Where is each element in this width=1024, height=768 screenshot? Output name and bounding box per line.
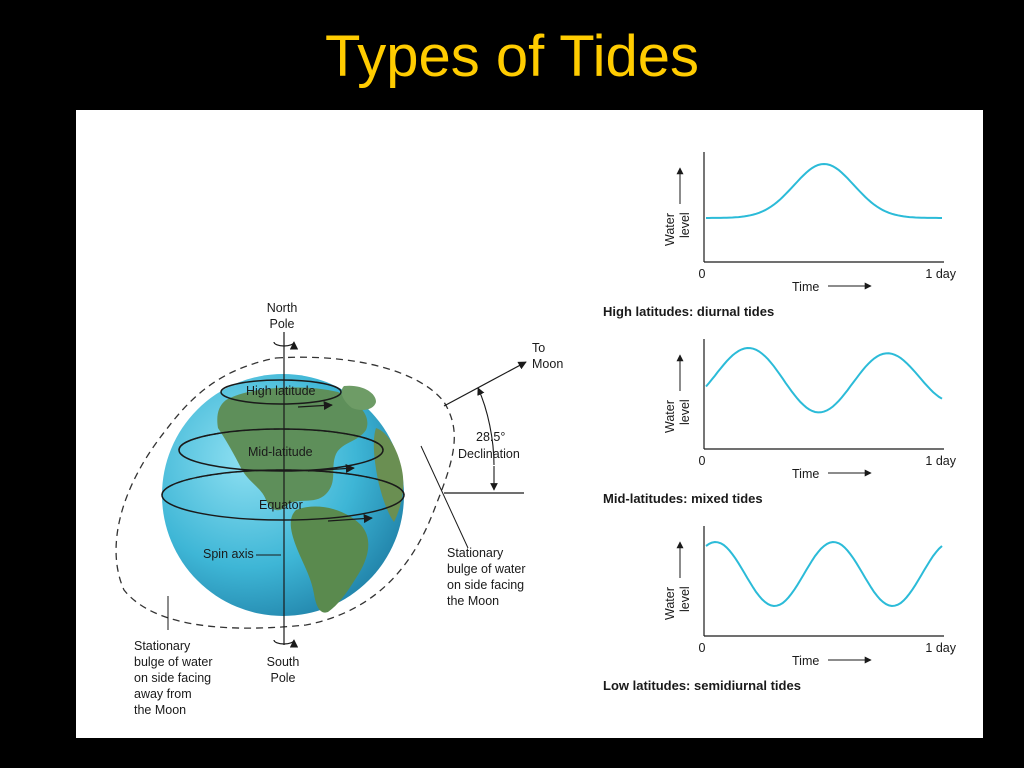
graph-y-label-1: Water xyxy=(663,587,677,620)
south-america-land xyxy=(290,506,369,613)
tide-graph-mid-latitude: 0 1 day Time Water level Mid-latitudes: … xyxy=(603,339,957,506)
declination-angle-arc xyxy=(477,387,495,466)
equator-label: Equator xyxy=(259,498,303,512)
tides-figure: North Pole South Pole High latitude Mid-… xyxy=(115,152,957,717)
graph-caption: High latitudes: diurnal tides xyxy=(603,304,774,319)
graph-x-end: 1 day xyxy=(925,641,956,655)
near-bulge-label-2: bulge of water xyxy=(447,562,526,576)
graph-y-label-2: level xyxy=(678,399,692,425)
graph-x-end: 1 day xyxy=(925,267,956,281)
africa-land xyxy=(373,428,404,522)
graph-caption: Mid-latitudes: mixed tides xyxy=(603,491,763,506)
graph-x-start: 0 xyxy=(699,454,706,468)
slide-title: Types of Tides xyxy=(325,24,699,89)
far-bulge-label-2: bulge of water xyxy=(134,655,213,669)
far-bulge-label-5: the Moon xyxy=(134,703,186,717)
graph-x-end: 1 day xyxy=(925,454,956,468)
graph-x-label: Time xyxy=(792,654,819,668)
graph-y-label-1: Water xyxy=(663,400,677,433)
graph-x-label: Time xyxy=(792,467,819,481)
mid-latitude-arrow xyxy=(307,463,355,474)
graph-x-start: 0 xyxy=(699,641,706,655)
north-pole-label-2: Pole xyxy=(269,317,294,331)
declination-value: 28.5° xyxy=(476,430,505,444)
moon-direction-arrow xyxy=(443,361,527,407)
equator-arrow xyxy=(327,514,373,524)
far-bulge-label-4: away from xyxy=(134,687,192,701)
north-pole-label: North xyxy=(267,301,298,315)
graph-x-start: 0 xyxy=(699,267,706,281)
earth-globe xyxy=(115,332,527,648)
graph-y-label-1: Water xyxy=(663,213,677,246)
south-pole-label-2: Pole xyxy=(270,671,295,685)
graph-y-label-2: level xyxy=(678,586,692,612)
spin-axis-label: Spin axis xyxy=(203,547,254,561)
high-latitude-label: High latitude xyxy=(246,384,316,398)
north-america-land xyxy=(217,387,368,511)
far-bulge-label-3: on side facing xyxy=(134,671,211,685)
near-bulge-label-4: the Moon xyxy=(447,594,499,608)
tide-curve-semidiurnal xyxy=(705,540,943,608)
graph-x-label: Time xyxy=(792,280,819,294)
declination-label: Declination xyxy=(458,447,520,461)
far-bulge-label-1: Stationary xyxy=(134,639,191,653)
to-moon-label-2: Moon xyxy=(532,357,563,371)
tide-curve-mixed xyxy=(705,346,943,414)
south-pole-rotation-icon xyxy=(273,639,299,648)
south-pole-label: South xyxy=(267,655,300,669)
mid-latitude-label: Mid-latitude xyxy=(248,445,313,459)
high-latitude-arrow xyxy=(297,400,333,411)
to-moon-label: To xyxy=(532,341,545,355)
figure-panel: North Pole South Pole High latitude Mid-… xyxy=(76,110,983,738)
graph-caption: Low latitudes: semidiurnal tides xyxy=(603,678,801,693)
high-latitude-ring xyxy=(220,379,342,405)
tide-graph-high-latitude: 0 1 day Time Water level High latitudes:… xyxy=(603,152,957,319)
near-bulge-label-1: Stationary xyxy=(447,546,504,560)
tide-graph-low-latitude: 0 1 day Time Water level Low latitudes: … xyxy=(603,526,957,693)
mid-latitude-ring-back xyxy=(178,428,384,451)
tidal-bulge-outline xyxy=(115,356,455,629)
near-bulge-leader xyxy=(420,445,469,549)
north-pole-rotation-icon xyxy=(273,341,299,350)
tide-curve-diurnal xyxy=(706,162,942,219)
greenland-land xyxy=(341,385,376,410)
graph-y-label-2: level xyxy=(678,212,692,238)
near-bulge-label-3: on side facing xyxy=(447,578,524,592)
